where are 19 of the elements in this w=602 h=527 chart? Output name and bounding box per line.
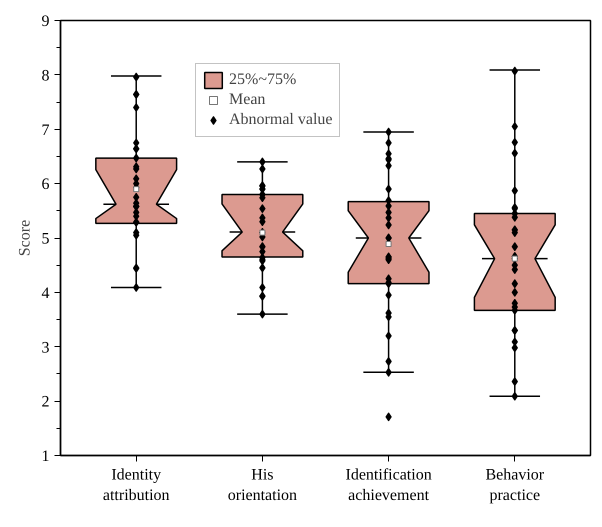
- y-tick-label: 1: [42, 448, 50, 465]
- y-tick-label: 2: [42, 394, 50, 411]
- y-tick-label: 6: [42, 176, 50, 194]
- y-tick-label: 4: [42, 284, 50, 302]
- point: [386, 240, 392, 247]
- legend-label: Mean: [229, 91, 266, 109]
- y-axis-title: Score: [16, 220, 34, 256]
- y-tick-label: 7: [42, 122, 50, 139]
- y-tick-label: 9: [42, 13, 50, 30]
- y-tick-label: 3: [42, 339, 50, 356]
- x-tick-label: Behavior practice: [485, 466, 545, 504]
- y-tick-label: 8: [42, 67, 50, 84]
- y-tick-label: 5: [42, 230, 50, 248]
- x-tick-label: Identification achievement: [346, 466, 432, 504]
- legend-label: Abnormal value: [229, 111, 333, 129]
- x-tick-label: Identity attribution: [102, 466, 170, 504]
- legend-label: 25%~75%: [229, 71, 296, 89]
- point: [133, 186, 140, 192]
- x-tick-label: His orientation: [228, 466, 298, 504]
